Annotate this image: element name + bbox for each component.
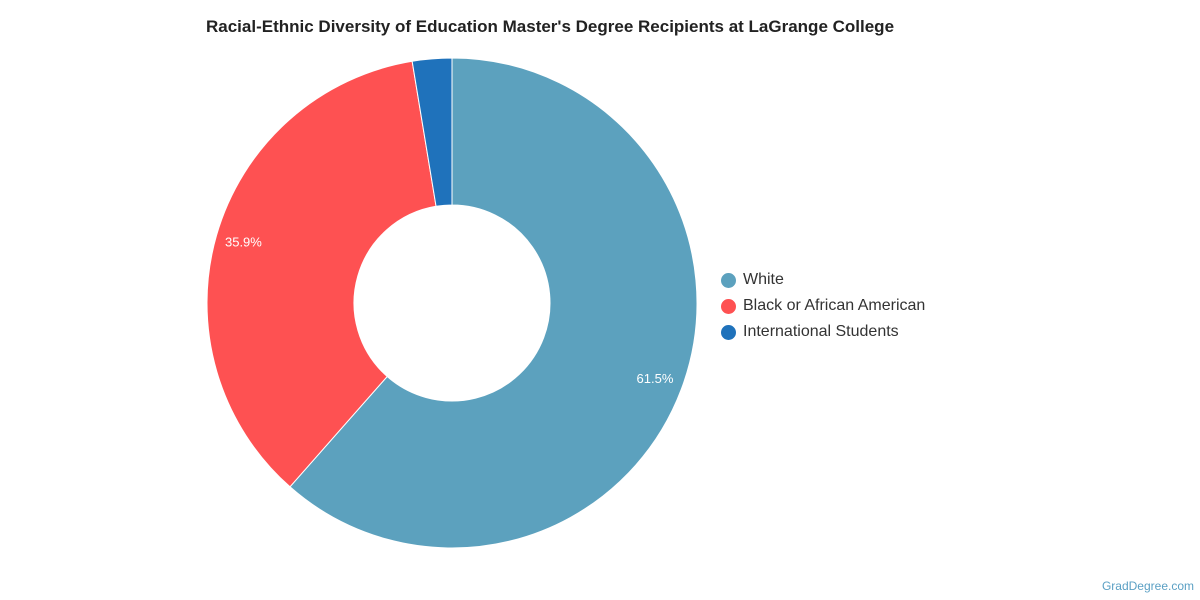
donut-slices xyxy=(206,57,698,549)
graddegree-watermark[interactable]: GradDegree.com xyxy=(1101,579,1194,593)
legend-label: White xyxy=(743,271,784,288)
legend-label: International Students xyxy=(743,323,899,340)
data-label-black-or-african-american: 35.9% xyxy=(225,235,262,250)
slice-white[interactable] xyxy=(289,57,698,549)
legend-item-white[interactable]: White xyxy=(721,267,925,293)
legend-swatch-icon xyxy=(721,324,736,340)
slice-black-or-african-american[interactable] xyxy=(206,60,437,488)
donut-data-labels: 61.5% 35.9% xyxy=(225,235,674,387)
legend-swatch-icon xyxy=(721,272,736,288)
chart-title: Racial-Ethnic Diversity of Education Mas… xyxy=(206,17,895,36)
slice-international-students[interactable] xyxy=(411,57,453,207)
chart-legend: White Black or African American Internatio… xyxy=(721,267,925,345)
legend-swatch-icon xyxy=(721,298,736,314)
legend-label: Black or African American xyxy=(743,297,926,314)
legend-item-black-or-african-american[interactable]: Black or African American xyxy=(721,293,925,319)
legend-item-international-students[interactable]: International Students xyxy=(721,319,925,345)
data-label-white: 61.5% xyxy=(637,371,674,386)
